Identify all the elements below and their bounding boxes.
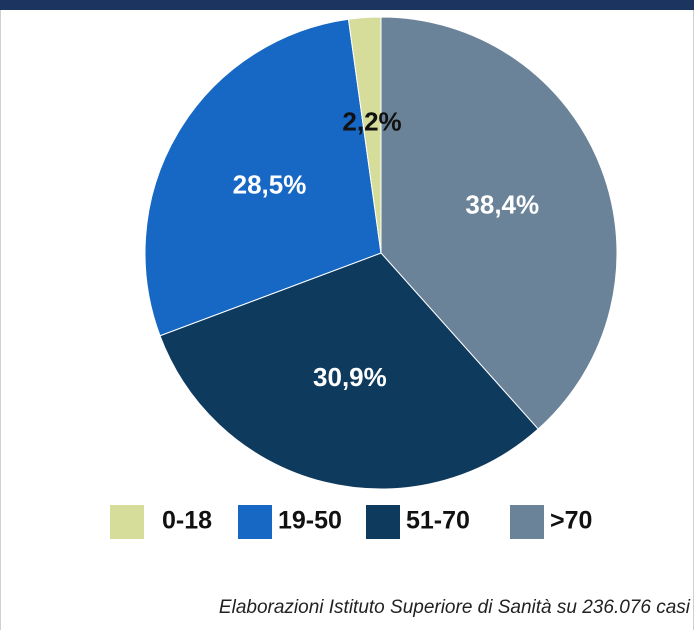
legend-label: >70 xyxy=(550,507,592,535)
legend-swatch xyxy=(366,505,400,539)
data-label: 38,4% xyxy=(465,190,539,220)
pie-slice xyxy=(144,18,382,337)
legend-label: 19-50 xyxy=(278,507,342,535)
pie-slice xyxy=(159,252,539,490)
note: Elaborazioni Istituto Superiore di Sanit… xyxy=(219,597,691,618)
legend-swatch xyxy=(238,505,272,539)
header-bar xyxy=(0,0,694,10)
legend-label: 51-70 xyxy=(406,507,470,535)
data-label: 2,2% xyxy=(342,106,401,136)
data-label: 28,5% xyxy=(233,169,307,199)
data-label: 30,9% xyxy=(313,362,387,392)
pie-slice xyxy=(380,16,618,430)
legend-label: 0-18 xyxy=(162,507,212,535)
pie-slice xyxy=(347,16,382,254)
legend-swatch xyxy=(110,505,144,539)
legend-swatch xyxy=(510,505,544,539)
